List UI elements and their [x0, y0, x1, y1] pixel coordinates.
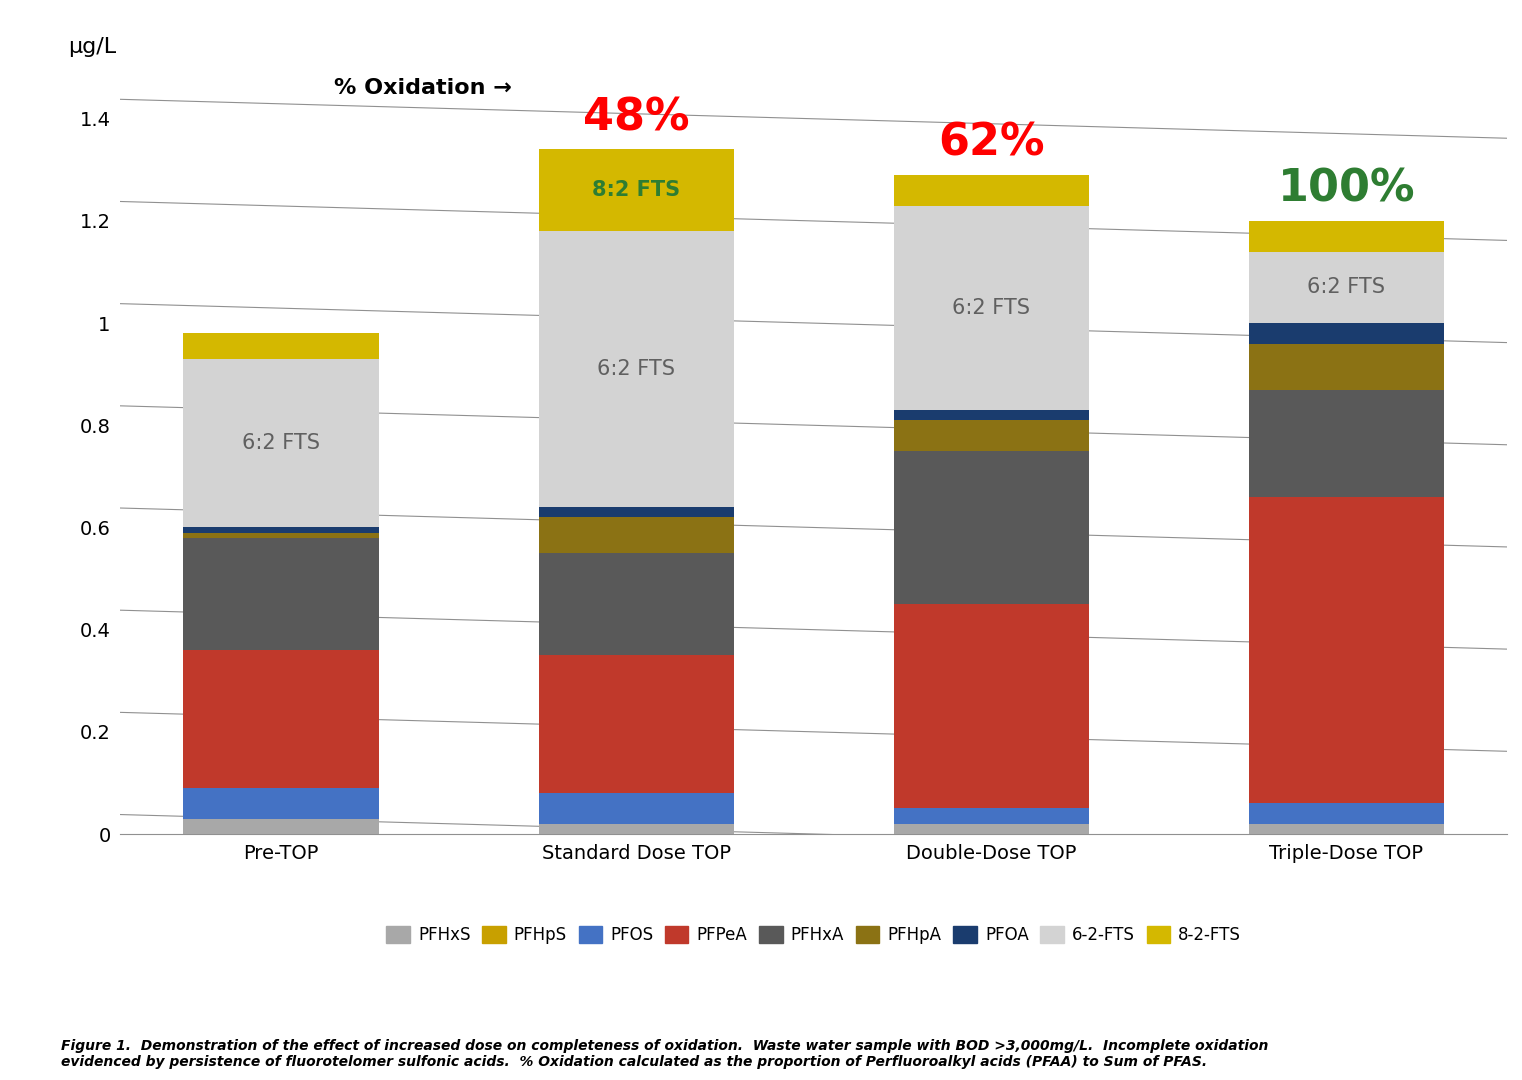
- Bar: [184, 359, 379, 527]
- Bar: [1248, 824, 1444, 834]
- Bar: [893, 604, 1088, 809]
- Bar: [184, 819, 379, 834]
- Bar: [184, 788, 379, 819]
- Bar: [184, 650, 379, 788]
- Bar: [1248, 497, 1444, 804]
- Bar: [184, 334, 379, 359]
- Text: 62%: 62%: [938, 122, 1044, 165]
- Bar: [539, 517, 734, 553]
- Bar: [1248, 804, 1444, 824]
- Text: Figure 1.  Demonstration of the effect of increased dose on completeness of oxid: Figure 1. Demonstration of the effect of…: [61, 1039, 1268, 1069]
- Bar: [1248, 252, 1444, 323]
- Bar: [893, 410, 1088, 420]
- Text: 48%: 48%: [583, 96, 689, 139]
- Text: % Oxidation →: % Oxidation →: [335, 78, 513, 98]
- Bar: [539, 793, 734, 824]
- Bar: [1248, 221, 1444, 252]
- Text: 6:2 FTS: 6:2 FTS: [1307, 278, 1385, 297]
- Bar: [539, 507, 734, 517]
- Bar: [1248, 343, 1444, 390]
- Bar: [893, 420, 1088, 450]
- Bar: [539, 656, 734, 793]
- Bar: [184, 527, 379, 532]
- Bar: [539, 149, 734, 231]
- Bar: [1248, 323, 1444, 343]
- Bar: [893, 175, 1088, 205]
- Bar: [539, 231, 734, 507]
- Bar: [893, 450, 1088, 604]
- Legend: PFHxS, PFHpS, PFOS, PFPeA, PFHxA, PFHpA, PFOA, 6-2-FTS, 8-2-FTS: PFHxS, PFHpS, PFOS, PFPeA, PFHxA, PFHpA,…: [379, 919, 1248, 950]
- Text: 8:2 FTS: 8:2 FTS: [592, 180, 680, 200]
- Bar: [893, 809, 1088, 824]
- Text: 100%: 100%: [1277, 167, 1415, 211]
- Bar: [893, 205, 1088, 410]
- Text: 6:2 FTS: 6:2 FTS: [597, 360, 676, 379]
- Text: 6:2 FTS: 6:2 FTS: [953, 298, 1030, 318]
- Bar: [184, 538, 379, 650]
- Text: 6:2 FTS: 6:2 FTS: [242, 433, 320, 454]
- Text: μg/L: μg/L: [68, 38, 116, 57]
- Bar: [539, 824, 734, 834]
- Bar: [539, 553, 734, 656]
- Bar: [184, 532, 379, 538]
- Bar: [1248, 390, 1444, 497]
- Bar: [893, 824, 1088, 834]
